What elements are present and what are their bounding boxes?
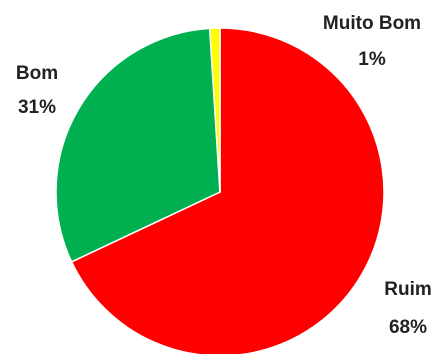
pie-slice-ruim bbox=[70, 27, 385, 354]
slice-label-percent: 31% bbox=[18, 97, 56, 118]
slice-label-percent: 68% bbox=[389, 317, 427, 338]
slice-label-name: Muito Bom bbox=[323, 13, 421, 34]
pie-labels: Ruim 68% Bom 31% Muito Bom 1% bbox=[16, 13, 432, 338]
pie-slices bbox=[55, 27, 385, 354]
pie-slice-muito-bom bbox=[208, 27, 221, 193]
slice-label-name: Ruim bbox=[384, 279, 432, 300]
slice-label-percent: 1% bbox=[358, 49, 386, 70]
pie-slice-bom bbox=[55, 27, 221, 263]
slice-label-name: Bom bbox=[16, 63, 58, 84]
